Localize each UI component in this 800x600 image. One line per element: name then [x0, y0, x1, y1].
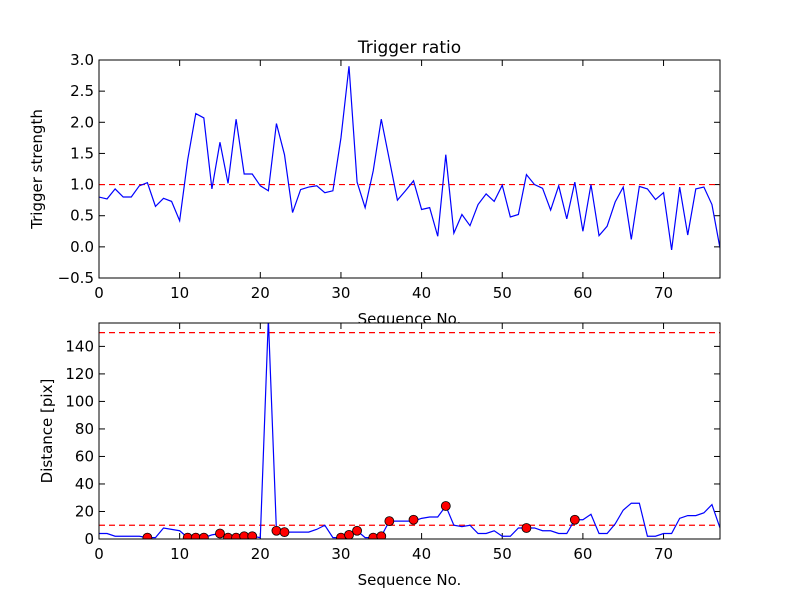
top-plot-area	[99, 60, 720, 278]
y-tick-label: 140	[65, 337, 94, 355]
top-y-axis-label: Trigger strength	[28, 109, 46, 230]
bottom-axes-frame	[98, 322, 721, 540]
x-tick-label: 60	[573, 545, 592, 563]
data-point-marker	[344, 529, 354, 539]
bottom-x-ticks: 0 10 20 30 40 50 60 70	[94, 323, 673, 563]
x-tick-label: 60	[573, 284, 592, 302]
distance-markers	[142, 501, 580, 539]
x-tick-label: 20	[251, 545, 270, 563]
x-tick-label: 0	[94, 284, 104, 302]
x-tick-label: 10	[170, 545, 189, 563]
x-tick-label: 30	[331, 545, 350, 563]
y-tick-label: 3.0	[70, 51, 94, 69]
top-y-ticks: −0.5 0.0 0.5 1.0 1.5 2.0 2.5 3.0	[58, 51, 720, 287]
data-point-marker	[569, 514, 580, 525]
x-tick-label: 40	[412, 284, 431, 302]
y-tick-label: 0.0	[70, 238, 94, 256]
x-tick-label: 0	[94, 545, 104, 563]
bottom-y-ticks: 0 20 40 60 80 100 120 140	[65, 337, 720, 548]
data-point-marker	[223, 532, 233, 539]
data-point-marker	[440, 501, 451, 511]
x-tick-label: 70	[654, 284, 673, 302]
bottom-threshold-lines	[99, 332, 720, 526]
data-point-marker	[279, 527, 290, 538]
top-x-ticks: 0 10 20 30 40 50 60 70	[94, 60, 673, 302]
data-point-marker	[271, 525, 282, 536]
data-point-marker	[408, 514, 419, 525]
data-point-marker	[521, 523, 532, 533]
y-tick-label: 2.0	[70, 113, 94, 131]
y-tick-label: 20	[75, 502, 94, 520]
y-tick-label: 1.0	[70, 176, 94, 194]
top-chart-title: Trigger ratio	[357, 38, 461, 58]
x-tick-label: 10	[170, 284, 189, 302]
distance-panel: Distance [pix] Sequence No. 0 10 20 30 40 50 6…	[38, 322, 721, 589]
bottom-y-axis-label: Distance [pix]	[38, 379, 56, 484]
x-tick-label: 70	[654, 545, 673, 563]
data-point-marker	[368, 532, 379, 539]
x-tick-label: 50	[493, 545, 512, 563]
bottom-x-axis-label: Sequence No.	[358, 571, 462, 589]
data-point-marker	[182, 532, 193, 539]
y-tick-label: 40	[75, 475, 94, 493]
top-axes-frame	[98, 59, 721, 279]
x-tick-label: 20	[251, 284, 270, 302]
trigger-strength-line	[99, 66, 720, 251]
data-point-marker	[142, 532, 153, 539]
y-tick-label: 1.5	[70, 144, 94, 162]
y-tick-label: 0	[84, 530, 94, 548]
trigger-ratio-panel: Trigger ratio Trigger strength Sequence …	[28, 38, 721, 328]
y-tick-label: −0.5	[58, 269, 94, 287]
x-tick-label: 50	[493, 284, 512, 302]
y-tick-label: 100	[65, 392, 94, 410]
y-tick-label: 2.5	[70, 82, 94, 100]
y-tick-label: 80	[75, 420, 94, 438]
data-point-marker	[247, 531, 258, 539]
y-tick-label: 120	[65, 365, 94, 383]
x-tick-label: 40	[412, 545, 431, 563]
data-point-marker	[198, 532, 209, 539]
x-tick-label: 30	[331, 284, 350, 302]
data-point-marker	[231, 532, 242, 539]
y-tick-label: 0.5	[70, 207, 94, 225]
data-point-marker	[215, 528, 225, 539]
data-point-marker	[384, 516, 395, 527]
data-point-marker	[376, 531, 387, 539]
data-point-marker	[352, 525, 362, 536]
bottom-plot-area	[99, 323, 720, 539]
y-tick-label: 60	[75, 447, 94, 465]
data-point-marker	[190, 532, 201, 539]
data-point-marker	[336, 532, 346, 539]
